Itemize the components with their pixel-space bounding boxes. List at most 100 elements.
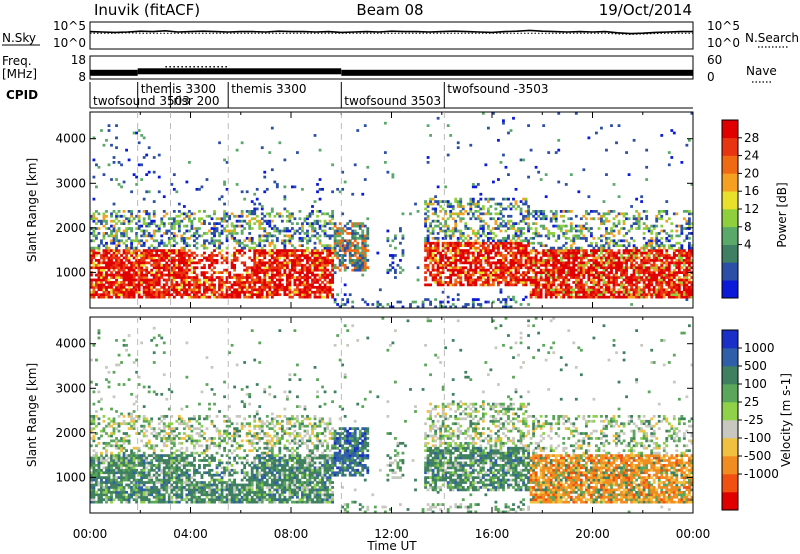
power-cell-1012: [190, 219, 194, 223]
power-cell-1785: [285, 283, 289, 287]
power-cell-2094: [318, 239, 322, 243]
power-cell-2903: [464, 222, 468, 225]
power-cell-4797: [670, 236, 674, 240]
power-cell-180: [107, 263, 111, 267]
power-cell-1299: [230, 263, 234, 267]
power-cell-2897: [464, 249, 468, 252]
power-cell-3580: [537, 214, 541, 218]
power-cell-705: [157, 249, 161, 252]
power-cell-4803: [672, 295, 676, 299]
power-cell-2625: [434, 195, 438, 199]
power-cell-3218: [499, 222, 503, 225]
power-cell-665: [152, 156, 156, 159]
power-cell-225: [112, 273, 116, 277]
power-cell-1838: [291, 259, 294, 262]
power-cell-945: [182, 232, 186, 235]
power-cell-1950: [303, 254, 307, 257]
power-cell-4762: [667, 283, 671, 287]
power-cell-4184: [605, 288, 608, 292]
power-cell-3542: [534, 281, 538, 284]
power-cell-4659: [655, 234, 659, 238]
power-cell-2294: [343, 251, 347, 255]
power-cell-1342: [235, 259, 239, 262]
power-cell-3180: [497, 273, 500, 277]
power-cell-1939: [303, 288, 307, 292]
power-cell-4897: [682, 271, 686, 274]
power-cell-1367: [238, 241, 242, 245]
power-cell-3917: [574, 276, 578, 279]
power-cell-2740: [446, 153, 450, 157]
power-cell-1199: [218, 285, 221, 289]
power-cell-560: [142, 156, 146, 159]
power-cell-4211: [607, 285, 611, 289]
power-cell-1288: [228, 232, 231, 235]
power-cell-2953: [471, 283, 475, 287]
power-cell-585: [145, 212, 149, 216]
power-cell-3161: [494, 263, 498, 267]
power-cell-3576: [537, 251, 541, 255]
power-cell-499: [137, 249, 141, 252]
power-cell-1884: [296, 254, 299, 257]
power-cell-4459: [635, 293, 639, 297]
power-cell-2122: [321, 224, 324, 228]
power-cell-1255: [225, 295, 229, 299]
power-cell-1756: [283, 290, 287, 294]
power-cell-1119: [205, 232, 209, 235]
power-cell-553: [142, 232, 146, 235]
power-cell-3705: [552, 268, 556, 272]
power-cell-1789: [285, 273, 289, 277]
power-cell-1078: [200, 254, 204, 257]
power-cell-4873: [680, 266, 684, 270]
power-cell-2333: [351, 254, 355, 257]
power-cell-1333: [235, 295, 239, 299]
power-cell-4313: [617, 261, 621, 265]
power-cell-3104: [486, 244, 490, 248]
power-cell-2188: [328, 234, 332, 238]
power-cell-3633: [544, 276, 548, 279]
power-cell-3601: [539, 224, 543, 228]
power-cell-4914: [685, 285, 689, 289]
power-cell-4844: [677, 293, 681, 297]
power-cell-3886: [569, 217, 573, 221]
power-cell-4322: [617, 222, 621, 225]
power-cell-2238: [336, 266, 340, 270]
power-cell-3155: [494, 278, 498, 282]
power-cell-1711: [275, 236, 279, 240]
power-cell-202: [110, 263, 113, 267]
power-cell-587: [145, 190, 149, 194]
power-cell-3737: [554, 249, 558, 252]
power-cell-526: [140, 244, 144, 248]
power-cell-3989: [582, 271, 586, 274]
power-cell-997: [190, 290, 194, 294]
power-cell-305: [117, 210, 121, 213]
power-cell-1872: [296, 293, 299, 297]
power-cell-1856: [293, 276, 297, 279]
power-cell-2275: [341, 246, 345, 250]
power-cell-2061: [316, 263, 319, 267]
power-cell-2232: [333, 232, 337, 235]
power-cell-2913: [466, 261, 470, 265]
power-cell-596: [147, 281, 151, 284]
power-cell-2617: [434, 241, 438, 245]
power-cell-3002: [476, 271, 480, 274]
power-cell-3963: [579, 278, 583, 282]
power-cell-2657: [439, 276, 443, 279]
power-cell-103: [100, 273, 103, 277]
power-cell-1826: [288, 219, 292, 223]
power-cell-2874: [461, 256, 465, 260]
power-cell-2236: [336, 303, 340, 306]
power-cell-3623: [542, 210, 546, 213]
power-cell-1224: [220, 276, 224, 279]
power-cell-3939: [577, 281, 581, 284]
power-cell-4434: [632, 295, 636, 299]
power-cell-2757: [449, 241, 453, 245]
power-cell-3735: [554, 254, 558, 257]
power-cell-2918: [466, 249, 470, 252]
power-cell-7: [90, 273, 93, 277]
power-cell-292: [117, 263, 121, 267]
power-cell-2793: [454, 278, 458, 282]
power-cell-3971: [579, 256, 583, 260]
power-cell-1187: [215, 261, 219, 265]
power-cell-407: [130, 295, 134, 299]
power-cell-364: [125, 271, 128, 274]
